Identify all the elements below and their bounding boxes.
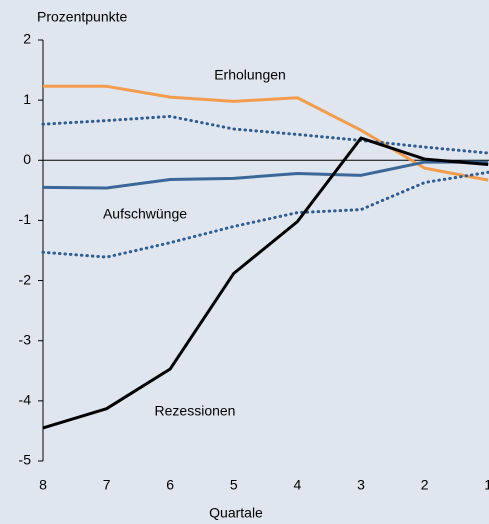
x-tick-label: 1 bbox=[484, 477, 489, 493]
y-tick-label: -5 bbox=[19, 452, 32, 468]
series-line bbox=[43, 84, 489, 182]
y-tick-label: -1 bbox=[19, 211, 32, 227]
x-tick-label: 7 bbox=[103, 477, 111, 493]
y-tick-label: 2 bbox=[23, 31, 31, 47]
y-tick-label: -2 bbox=[19, 271, 32, 287]
series-line bbox=[42, 136, 489, 430]
series-line bbox=[42, 160, 489, 190]
x-tick-label: 3 bbox=[357, 477, 365, 493]
series-label: Rezessionen bbox=[155, 403, 236, 419]
series-line bbox=[41, 170, 489, 259]
y-axis-label: Prozentpunkte bbox=[37, 9, 127, 25]
y-tick-label: 0 bbox=[23, 151, 31, 167]
x-tick-label: 4 bbox=[294, 477, 302, 493]
x-tick-label: 6 bbox=[166, 477, 174, 493]
series-label: Aufschwünge bbox=[103, 206, 187, 222]
series-line bbox=[41, 114, 489, 155]
y-tick-label: -4 bbox=[19, 392, 32, 408]
y-tick-label: 1 bbox=[23, 91, 31, 107]
series-label: Erholungen bbox=[214, 67, 286, 83]
x-tick-label: 8 bbox=[39, 477, 47, 493]
x-tick-label: 2 bbox=[421, 477, 429, 493]
y-tick-label: -3 bbox=[19, 331, 32, 347]
x-axis-label: Quartale bbox=[209, 505, 263, 521]
x-tick-label: 5 bbox=[230, 477, 238, 493]
